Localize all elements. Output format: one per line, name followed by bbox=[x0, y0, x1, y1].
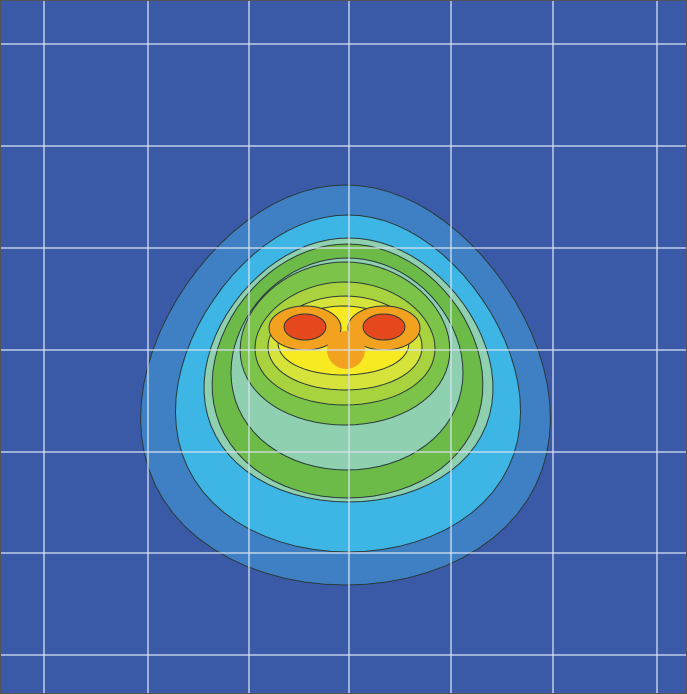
contour-peak bbox=[283, 313, 327, 341]
contour-peak bbox=[362, 313, 406, 341]
